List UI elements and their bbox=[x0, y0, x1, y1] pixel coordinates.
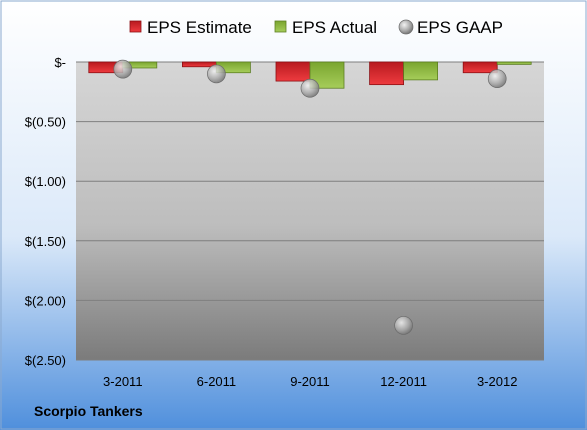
y-tick-label: $(2.50) bbox=[25, 353, 66, 368]
gaap-points bbox=[113, 59, 507, 335]
x-tick-label: 12-2011 bbox=[380, 374, 427, 389]
x-tick-label: 6-2011 bbox=[197, 374, 237, 389]
legend: EPS Estimate EPS Actual EPS GAAP bbox=[129, 18, 503, 37]
point-eps-gaap bbox=[394, 316, 413, 335]
x-tick-label: 3-2012 bbox=[477, 374, 517, 389]
bars bbox=[88, 61, 532, 89]
y-tick-label: $(2.00) bbox=[25, 293, 66, 308]
x-tick-label: 3-2011 bbox=[103, 374, 143, 389]
y-tick-label: $- bbox=[54, 55, 66, 70]
point-eps-gaap bbox=[300, 78, 320, 98]
y-tick-label: $(1.50) bbox=[25, 234, 66, 249]
bar-eps-estimate bbox=[369, 61, 405, 86]
company-label: Scorpio Tankers bbox=[34, 403, 143, 419]
y-tick-label: $(0.50) bbox=[25, 115, 66, 130]
x-axis-ticks: 3-2011 6-2011 9-2011 12-2011 3-2012 bbox=[103, 374, 517, 389]
x-tick-label: 9-2011 bbox=[290, 374, 330, 389]
point-eps-gaap bbox=[487, 69, 507, 89]
bar-eps-actual bbox=[403, 61, 439, 81]
legend-swatch bbox=[398, 19, 414, 35]
legend-label: EPS GAAP bbox=[417, 18, 503, 37]
legend-label: EPS Actual bbox=[292, 18, 377, 37]
point-eps-gaap bbox=[113, 59, 133, 79]
plot-area bbox=[76, 62, 544, 360]
point-eps-gaap bbox=[207, 64, 226, 84]
y-tick-label: $(1.00) bbox=[25, 174, 66, 189]
bar-eps-estimate bbox=[462, 61, 498, 74]
y-axis-ticks: $- $(0.50) $(1.00) $(1.50) $(2.00) $(2.50) bbox=[25, 55, 66, 368]
bar-eps-actual bbox=[496, 61, 532, 65]
legend-swatch bbox=[274, 20, 287, 33]
bar-eps-estimate bbox=[275, 61, 311, 82]
legend-label: EPS Estimate bbox=[147, 18, 252, 37]
legend-swatch bbox=[129, 20, 142, 33]
bar-eps-estimate bbox=[181, 61, 217, 68]
